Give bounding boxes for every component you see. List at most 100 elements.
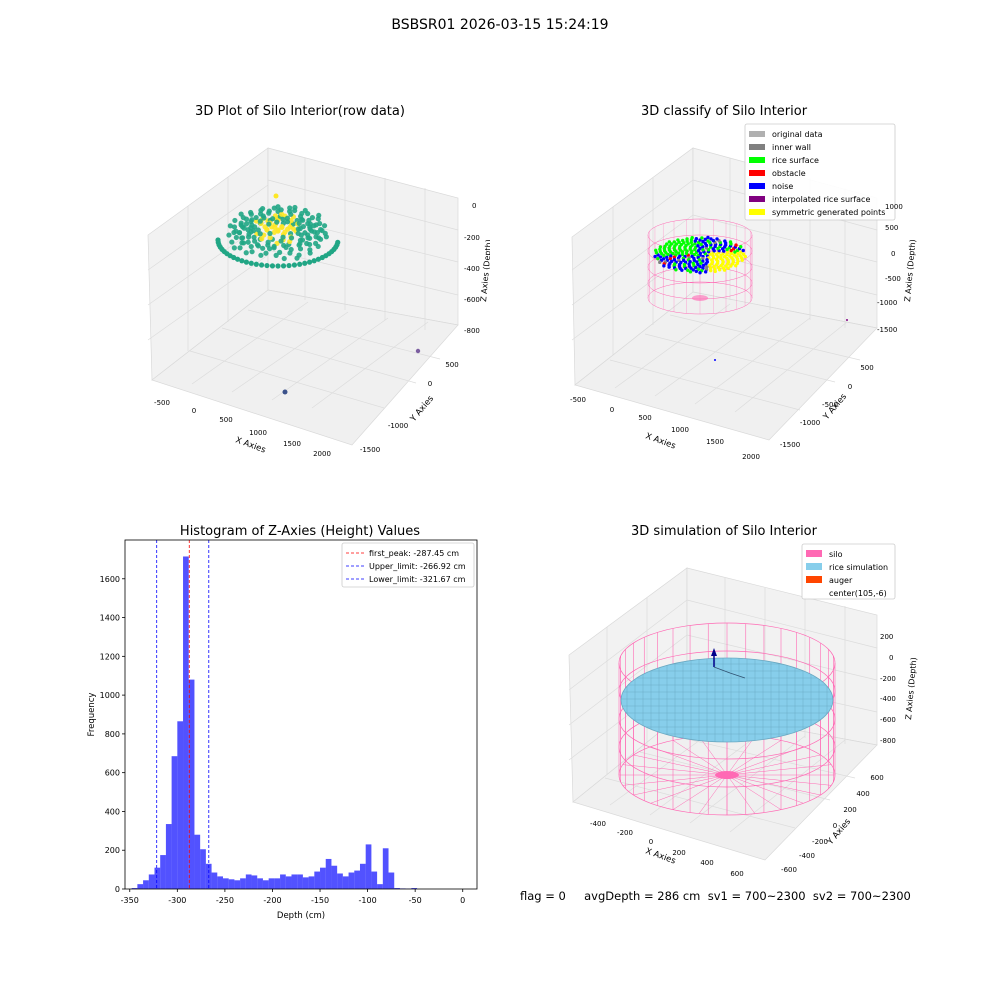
silo-floor-spoke bbox=[622, 774, 728, 786]
x-tick-label: -100 bbox=[359, 896, 377, 905]
histogram-bar bbox=[200, 849, 206, 889]
raw-point bbox=[253, 214, 259, 221]
silo-floor-spoke bbox=[698, 736, 728, 776]
classified-point bbox=[728, 240, 733, 244]
histogram-bar bbox=[314, 871, 321, 889]
silo-floor-spoke bbox=[726, 754, 821, 776]
silo-floor-spoke bbox=[726, 774, 821, 796]
raw-point bbox=[243, 250, 249, 256]
histogram-bar bbox=[291, 874, 298, 889]
histogram-bar bbox=[177, 721, 184, 889]
histogram-bar bbox=[354, 870, 360, 889]
classified-point bbox=[674, 242, 679, 246]
noise-point bbox=[846, 319, 848, 321]
classified-point bbox=[695, 260, 699, 264]
grid-line bbox=[692, 214, 878, 263]
z-tick-label: -800 bbox=[464, 327, 480, 335]
raw-point bbox=[251, 234, 257, 240]
classified-point bbox=[709, 237, 713, 241]
raw-point bbox=[275, 263, 281, 269]
raw-point bbox=[295, 230, 301, 237]
silo-floor-spoke bbox=[672, 774, 728, 810]
rice-surface bbox=[620, 657, 834, 743]
raw-point bbox=[258, 262, 265, 268]
wall-ring bbox=[647, 281, 753, 315]
y-tick-label: -1500 bbox=[780, 441, 800, 449]
raw-point bbox=[258, 252, 264, 258]
grid-line bbox=[147, 184, 269, 271]
silo-floor-spoke bbox=[726, 740, 782, 776]
raw-point bbox=[287, 250, 293, 256]
x-tick-label: 0 bbox=[649, 838, 653, 846]
raw-point bbox=[266, 246, 273, 252]
z-tick-label: 1000 bbox=[885, 203, 903, 211]
raw-point bbox=[283, 244, 289, 250]
legend-entry: silo bbox=[829, 550, 843, 559]
grid-line bbox=[189, 350, 385, 409]
legend-entry: rice simulation bbox=[829, 563, 888, 572]
raw-point bbox=[305, 211, 311, 217]
classified-point bbox=[672, 257, 677, 262]
raw-point bbox=[270, 216, 276, 222]
classified-point bbox=[665, 242, 669, 246]
histogram-bar bbox=[382, 848, 389, 889]
raw-point bbox=[229, 239, 235, 245]
y-axis-label: Y Axies bbox=[825, 817, 853, 848]
raw-point bbox=[231, 254, 237, 261]
classified-point bbox=[690, 235, 694, 240]
raw-point bbox=[239, 240, 245, 246]
histogram-bar bbox=[337, 873, 343, 889]
grid-line bbox=[571, 249, 694, 341]
classified-point bbox=[708, 266, 713, 270]
raw-point bbox=[257, 231, 263, 237]
raw-point bbox=[302, 230, 308, 236]
legend-swatch bbox=[749, 144, 765, 150]
classified-point bbox=[676, 238, 680, 242]
silo-floor-spoke bbox=[726, 764, 832, 776]
classified-point bbox=[726, 250, 730, 254]
y-tick-label: 0 bbox=[833, 822, 837, 830]
classify-legend bbox=[744, 123, 896, 221]
y-tick-label: 1600 bbox=[100, 575, 120, 584]
classified-point bbox=[698, 251, 703, 256]
z-tick-label: -600 bbox=[464, 296, 480, 304]
raw-point bbox=[243, 259, 250, 265]
classified-point bbox=[693, 242, 697, 246]
y-tick-label: 500 bbox=[860, 364, 873, 372]
classified-point bbox=[679, 242, 684, 247]
histogram-bar bbox=[268, 878, 275, 889]
legend-entry: original data bbox=[772, 130, 823, 139]
silo-floor-spoke bbox=[633, 754, 728, 776]
grid-line bbox=[271, 317, 389, 401]
histogram-bar bbox=[325, 858, 332, 889]
raw-point bbox=[280, 263, 287, 269]
classified-point bbox=[705, 265, 709, 269]
histogram-bar bbox=[228, 879, 235, 889]
classified-point bbox=[715, 237, 719, 241]
raw-point bbox=[281, 255, 287, 262]
silo-floor-spoke bbox=[633, 774, 728, 796]
raw-point bbox=[243, 221, 250, 227]
y-tick-label: -600 bbox=[781, 866, 797, 874]
classified-point bbox=[736, 252, 740, 256]
histogram-bar bbox=[365, 844, 372, 889]
histogram-bar bbox=[211, 872, 218, 889]
raw-point bbox=[257, 218, 263, 224]
x-tick-label: 500 bbox=[219, 416, 232, 424]
x-tick-label: 2000 bbox=[313, 450, 331, 458]
legend-swatch bbox=[806, 550, 822, 557]
histogram-bar bbox=[308, 876, 315, 889]
silo-floor-spoke bbox=[726, 774, 804, 804]
raw-point bbox=[309, 215, 316, 221]
classified-point bbox=[719, 264, 723, 268]
histogram-bar bbox=[394, 888, 400, 889]
histogram-bar bbox=[348, 872, 355, 889]
raw-point bbox=[314, 230, 321, 236]
legend-entry: center(105,-6) bbox=[829, 589, 887, 598]
x-tick-label: -300 bbox=[168, 896, 186, 905]
raw-point bbox=[245, 227, 251, 233]
y-tick-label: 0 bbox=[115, 885, 120, 894]
histogram-bar bbox=[251, 875, 258, 889]
silo-floor-spoke bbox=[726, 774, 832, 786]
classified-point bbox=[716, 255, 720, 259]
